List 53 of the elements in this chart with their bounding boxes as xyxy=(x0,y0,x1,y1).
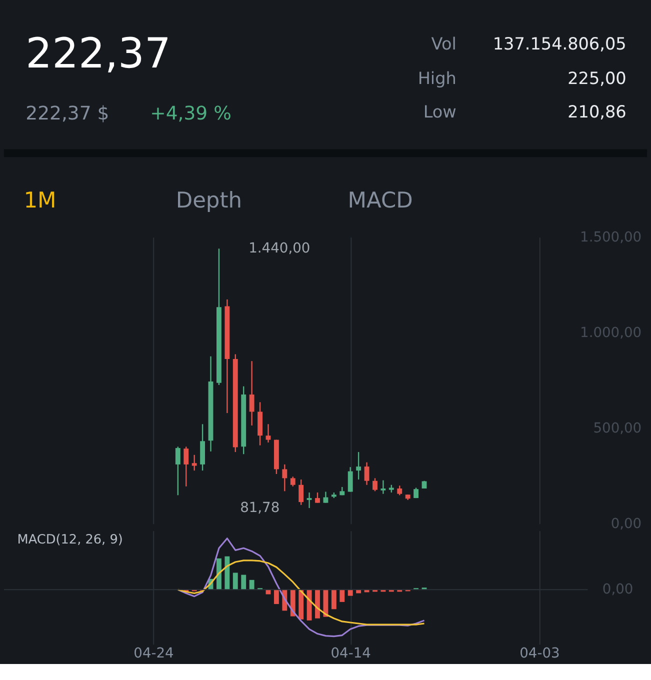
candlestick xyxy=(282,464,288,492)
text: 222,37 xyxy=(26,28,171,78)
x-tick-label: 04-24 xyxy=(134,646,174,662)
bar xyxy=(315,590,320,618)
candlestick xyxy=(356,451,362,480)
text: High xyxy=(418,68,456,88)
bar xyxy=(241,574,246,590)
text: Depth xyxy=(176,188,242,214)
y-tick-label: 0,00 xyxy=(610,516,642,532)
bar xyxy=(224,556,230,590)
bar xyxy=(232,572,238,590)
candlestick xyxy=(298,478,304,506)
text: 222,37 $ xyxy=(26,104,110,125)
candlestick xyxy=(266,424,271,444)
candlestick xyxy=(200,424,206,472)
bar xyxy=(331,590,336,610)
annotation: 81,78 xyxy=(240,500,280,516)
annotation: 1.440,00 xyxy=(248,240,310,257)
candlestick xyxy=(323,491,328,504)
candlestick xyxy=(397,485,402,496)
text: 1M xyxy=(24,188,56,214)
text: +4,39 % xyxy=(150,104,232,125)
candlestick xyxy=(380,480,386,494)
y-tick-label: 500,00 xyxy=(593,420,642,437)
text: Vol xyxy=(431,33,456,54)
bar xyxy=(274,590,279,604)
candlestick xyxy=(364,462,370,486)
candlestick xyxy=(249,360,254,426)
text: 210,86 xyxy=(568,102,626,122)
candlestick xyxy=(258,402,262,446)
candlestick xyxy=(192,454,197,472)
text: Low xyxy=(423,102,457,122)
candlestick xyxy=(372,478,378,492)
candlestick xyxy=(348,466,353,492)
bar xyxy=(298,590,304,620)
text: MACD xyxy=(348,188,413,214)
y-tick-label: 1.000,00 xyxy=(580,325,642,342)
candlestick xyxy=(290,476,296,487)
text: 225,00 xyxy=(568,68,626,88)
candlestick xyxy=(175,446,180,496)
text: 137.154.806,05 xyxy=(492,33,626,54)
bar xyxy=(340,590,345,602)
x-tick-label: 04-14 xyxy=(330,646,372,662)
y-tick-label: 1.500,00 xyxy=(580,230,642,246)
x-tick-label: 04-03 xyxy=(520,646,560,662)
chart-title: MACD(12, 26, 9) xyxy=(17,532,123,548)
bar xyxy=(249,580,254,590)
candlestick xyxy=(315,492,320,504)
bar xyxy=(306,590,312,620)
bar xyxy=(323,590,328,617)
candlestick xyxy=(306,492,312,509)
bar xyxy=(348,590,353,596)
candlestick xyxy=(184,446,189,487)
